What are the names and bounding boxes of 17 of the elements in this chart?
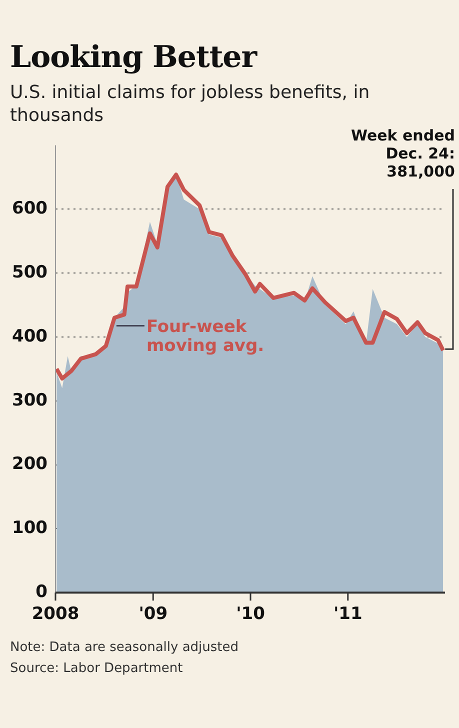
y-tick-label: 200 — [12, 454, 48, 474]
x-tick-label: '10 — [236, 604, 266, 624]
y-tick-label: 400 — [12, 326, 48, 346]
y-tick-label: 300 — [12, 390, 48, 410]
chart-title: Looking Better — [10, 40, 258, 75]
chart-subtitle: U.S. initial claims for jobless benefits, in thousands — [10, 81, 371, 127]
text: Note: Data are seasonally adjusted — [10, 639, 240, 657]
source-note: Source: Labor Department — [10, 660, 184, 678]
x-tick-label: '11 — [333, 604, 362, 624]
x-tick-label: 2008 — [32, 604, 80, 624]
y-tick-label: 0 — [36, 582, 48, 602]
x-tick-label: '09 — [138, 604, 168, 624]
y-tick-label: 500 — [12, 262, 48, 282]
annotation: Week ended Dec. 24: 381,000 — [350, 126, 455, 180]
y-tick-label: 100 — [12, 518, 48, 538]
series-label: Four-week moving avg. — [146, 317, 264, 356]
y-tick-label: 600 — [12, 198, 48, 219]
